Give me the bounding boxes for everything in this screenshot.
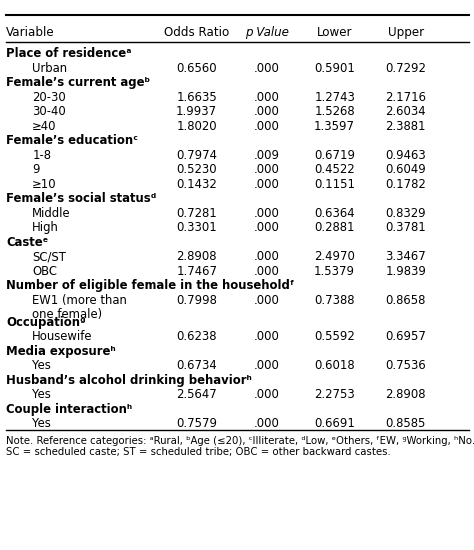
- Text: 1.9937: 1.9937: [176, 105, 217, 118]
- Text: 0.7579: 0.7579: [176, 417, 217, 430]
- Text: 2.6034: 2.6034: [385, 105, 426, 118]
- Text: .000: .000: [254, 163, 280, 177]
- Text: .000: .000: [254, 62, 280, 75]
- Text: SC/ST: SC/ST: [32, 250, 66, 263]
- Text: Couple interactionʰ: Couple interactionʰ: [6, 403, 132, 416]
- Text: .000: .000: [254, 250, 280, 263]
- Text: 0.6560: 0.6560: [176, 62, 217, 75]
- Text: 1-8: 1-8: [32, 149, 51, 162]
- Text: Casteᵉ: Casteᵉ: [6, 236, 48, 249]
- Text: 0.1782: 0.1782: [385, 178, 426, 191]
- Text: OBC: OBC: [32, 265, 57, 278]
- Text: 1.5379: 1.5379: [314, 265, 355, 278]
- Text: 2.1716: 2.1716: [385, 91, 426, 104]
- Text: ≥40: ≥40: [32, 120, 57, 133]
- Text: 1.5268: 1.5268: [314, 105, 355, 118]
- Text: 0.6734: 0.6734: [176, 359, 217, 372]
- Text: 1.9839: 1.9839: [385, 265, 426, 278]
- Text: .000: .000: [254, 359, 280, 372]
- Text: 0.2881: 0.2881: [314, 221, 355, 234]
- Text: p Value: p Value: [245, 26, 289, 40]
- Text: .000: .000: [254, 417, 280, 430]
- Text: 0.5592: 0.5592: [314, 331, 355, 343]
- Text: 0.8329: 0.8329: [385, 207, 426, 220]
- Text: .000: .000: [254, 388, 280, 401]
- Text: Yes: Yes: [32, 417, 51, 430]
- Text: .000: .000: [254, 120, 280, 133]
- Text: Lower: Lower: [317, 26, 352, 40]
- Text: 2.8908: 2.8908: [385, 388, 426, 401]
- Text: Odds Ratio: Odds Ratio: [164, 26, 229, 40]
- Text: 0.8658: 0.8658: [385, 294, 426, 307]
- Text: 2.5647: 2.5647: [176, 388, 217, 401]
- Text: Note. Reference categories: ᵃRural, ᵇAge (≤20), ᶜIlliterate, ᵈLow, ᵉOthers, ᶠEW,: Note. Reference categories: ᵃRural, ᵇAge…: [6, 436, 474, 446]
- Text: Variable: Variable: [6, 26, 55, 40]
- Text: ≥10: ≥10: [32, 178, 57, 191]
- Text: 0.6957: 0.6957: [385, 331, 426, 343]
- Text: 0.6719: 0.6719: [314, 149, 355, 162]
- Text: 0.9463: 0.9463: [385, 149, 426, 162]
- Text: 0.1151: 0.1151: [314, 178, 355, 191]
- Text: 1.3597: 1.3597: [314, 120, 355, 133]
- Text: 0.5230: 0.5230: [176, 163, 217, 177]
- Text: 0.3781: 0.3781: [385, 221, 426, 234]
- Text: .000: .000: [254, 91, 280, 104]
- Text: Upper: Upper: [388, 26, 424, 40]
- Text: 2.3881: 2.3881: [385, 120, 426, 133]
- Text: SC = scheduled caste; ST = scheduled tribe; OBC = other backward castes.: SC = scheduled caste; ST = scheduled tri…: [6, 447, 391, 457]
- Text: Media exposureʰ: Media exposureʰ: [6, 345, 116, 358]
- Text: 0.7388: 0.7388: [314, 294, 355, 307]
- Text: 0.7998: 0.7998: [176, 294, 217, 307]
- Text: 0.4522: 0.4522: [314, 163, 355, 177]
- Text: 3.3467: 3.3467: [385, 250, 426, 263]
- Text: 0.3301: 0.3301: [176, 221, 217, 234]
- Text: 2.2753: 2.2753: [314, 388, 355, 401]
- Text: .000: .000: [254, 331, 280, 343]
- Text: 0.7536: 0.7536: [385, 359, 426, 372]
- Text: 0.8585: 0.8585: [385, 417, 426, 430]
- Text: 0.1432: 0.1432: [176, 178, 217, 191]
- Text: 2.4970: 2.4970: [314, 250, 355, 263]
- Text: Number of eligible female in the householdᶠ: Number of eligible female in the househo…: [6, 279, 294, 292]
- Text: Female’s social statusᵈ: Female’s social statusᵈ: [6, 192, 156, 205]
- Text: 0.6691: 0.6691: [314, 417, 355, 430]
- Text: .009: .009: [254, 149, 280, 162]
- Text: 1.6635: 1.6635: [176, 91, 217, 104]
- Text: 0.6018: 0.6018: [314, 359, 355, 372]
- Text: Place of residenceᵃ: Place of residenceᵃ: [6, 47, 132, 60]
- Text: .000: .000: [254, 178, 280, 191]
- Text: 0.7292: 0.7292: [385, 62, 426, 75]
- Text: one female): one female): [32, 309, 102, 321]
- Text: 1.8020: 1.8020: [176, 120, 217, 133]
- Text: Female’s current ageᵇ: Female’s current ageᵇ: [6, 76, 150, 89]
- Text: 9: 9: [32, 163, 40, 177]
- Text: .000: .000: [254, 265, 280, 278]
- Text: Urban: Urban: [32, 62, 67, 75]
- Text: 0.6364: 0.6364: [314, 207, 355, 220]
- Text: 20-30: 20-30: [32, 91, 66, 104]
- Text: Husband’s alcohol drinking behaviorʰ: Husband’s alcohol drinking behaviorʰ: [6, 374, 252, 387]
- Text: 1.2743: 1.2743: [314, 91, 355, 104]
- Text: .000: .000: [254, 105, 280, 118]
- Text: 30-40: 30-40: [32, 105, 66, 118]
- Text: Occupationᵍ: Occupationᵍ: [6, 316, 86, 329]
- Text: .000: .000: [254, 294, 280, 307]
- Text: .000: .000: [254, 207, 280, 220]
- Text: 2.8908: 2.8908: [176, 250, 217, 263]
- Text: 0.7974: 0.7974: [176, 149, 217, 162]
- Text: Yes: Yes: [32, 359, 51, 372]
- Text: 0.6049: 0.6049: [385, 163, 426, 177]
- Text: Housewife: Housewife: [32, 331, 93, 343]
- Text: Middle: Middle: [32, 207, 71, 220]
- Text: 0.5901: 0.5901: [314, 62, 355, 75]
- Text: Female’s educationᶜ: Female’s educationᶜ: [6, 134, 138, 147]
- Text: Yes: Yes: [32, 388, 51, 401]
- Text: 0.6238: 0.6238: [176, 331, 217, 343]
- Text: EW1 (more than: EW1 (more than: [32, 294, 127, 307]
- Text: .000: .000: [254, 221, 280, 234]
- Text: High: High: [32, 221, 59, 234]
- Text: 1.7467: 1.7467: [176, 265, 217, 278]
- Text: 0.7281: 0.7281: [176, 207, 217, 220]
